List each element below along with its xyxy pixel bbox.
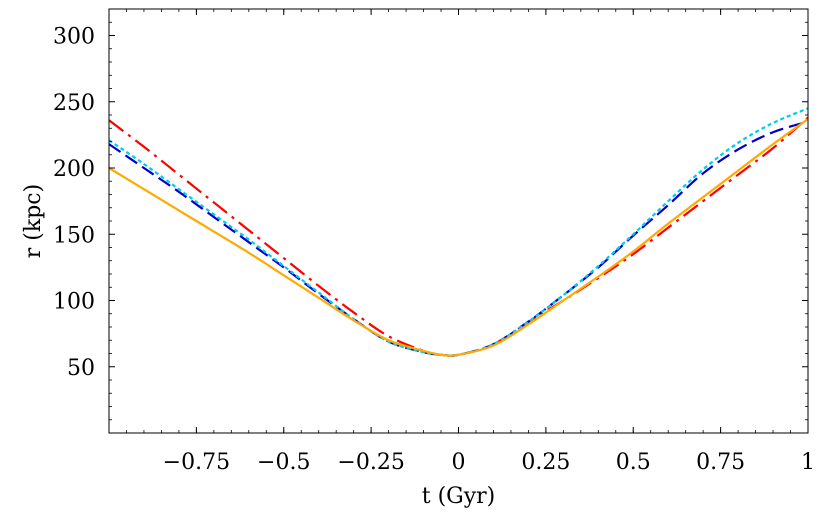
series-line-4 <box>108 118 809 357</box>
y-tick-label: 200 <box>53 157 95 182</box>
y-tick-label: 300 <box>53 25 95 50</box>
x-tick-label: 0.75 <box>696 450 745 475</box>
y-tick-label: 50 <box>67 356 95 381</box>
tick-layer: −0.75 −0.5 −0.25 0 0.25 0.5 0.75 15010015020025… <box>53 9 815 475</box>
series-line-1 <box>108 116 809 357</box>
series-line-2 <box>108 120 809 357</box>
x-tick-label: 1 <box>801 450 815 475</box>
y-tick-label: 250 <box>53 91 95 116</box>
plot-frame <box>108 8 809 434</box>
x-tick-label: −0.75 <box>163 450 230 475</box>
x-tick-label: −0.5 <box>257 450 310 475</box>
x-tick-label: 0 <box>452 450 466 475</box>
x-tick-label: −0.25 <box>337 450 404 475</box>
x-tick-label: 0.5 <box>616 450 651 475</box>
y-axis-label: r (kpc) <box>21 184 46 258</box>
series-layer <box>108 107 809 357</box>
x-tick-label: 0.25 <box>521 450 570 475</box>
y-tick-label: 100 <box>53 290 95 315</box>
x-axis-label: t (Gyr) <box>422 484 496 509</box>
y-tick-label: 150 <box>53 223 95 248</box>
